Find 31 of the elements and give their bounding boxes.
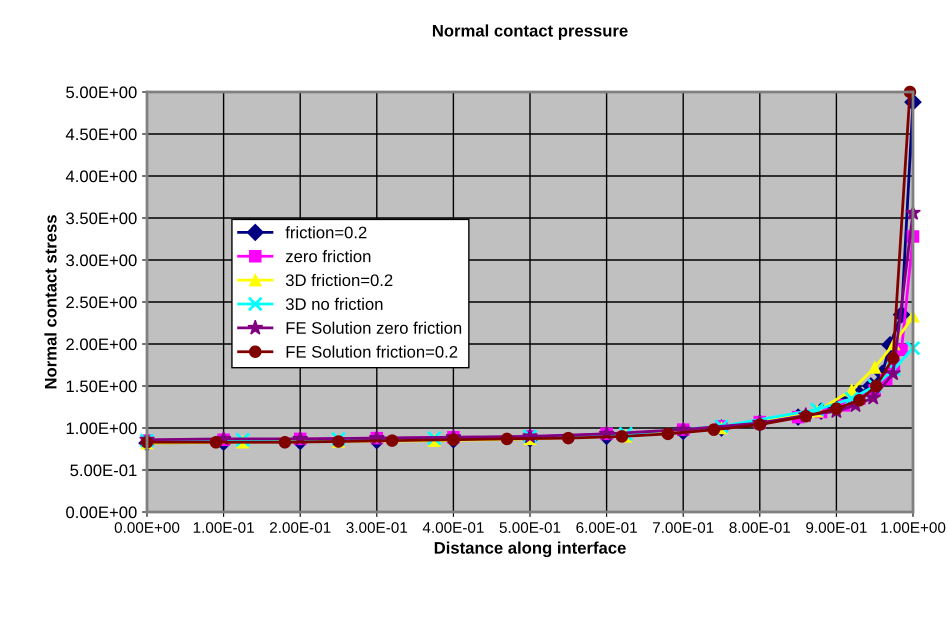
x-tick-label: 2.00E-01 bbox=[270, 522, 330, 533]
y-tick-label: 1.50E+00 bbox=[66, 380, 137, 392]
y-tick-label: 0.00E+00 bbox=[66, 506, 137, 518]
y-tick-label: 2.00E+00 bbox=[66, 338, 137, 350]
y-tick-label: 3.00E+00 bbox=[66, 254, 137, 266]
x-tick-label: 1.00E+00 bbox=[881, 522, 946, 533]
legend-label: 3D friction=0.2 bbox=[286, 274, 392, 286]
x-tick-label: 9.00E-01 bbox=[806, 522, 867, 533]
x-tick-label: 3.00E-01 bbox=[346, 522, 408, 533]
y-tick-label: 4.00E+00 bbox=[66, 170, 137, 182]
x-axis-title: Distance along interface bbox=[434, 542, 626, 558]
legend-label: FE Solution zero friction bbox=[286, 322, 462, 334]
y-tick-label: 5.00E-01 bbox=[70, 464, 136, 476]
x-tick-label: 7.00E-01 bbox=[652, 522, 714, 533]
chart-title: Normal contact pressure bbox=[432, 24, 628, 40]
y-tick-label: 1.00E+00 bbox=[66, 422, 137, 434]
x-tick-label: 6.00E-01 bbox=[576, 522, 637, 533]
legend-label: 3D no friction bbox=[286, 298, 382, 310]
y-tick-label: 3.50E+00 bbox=[66, 212, 137, 224]
x-tick-label: 4.00E-01 bbox=[422, 522, 484, 533]
y-tick-label: 2.50E+00 bbox=[66, 296, 137, 308]
legend-label: FE Solution friction=0.2 bbox=[286, 346, 458, 358]
x-tick-label: 8.00E-01 bbox=[729, 522, 790, 533]
y-tick-label: 5.00E+00 bbox=[66, 86, 137, 98]
y-axis-title: Normal contact stress bbox=[44, 215, 57, 388]
legend-label: friction=0.2 bbox=[286, 226, 366, 238]
x-tick-label: 1.00E-01 bbox=[194, 522, 254, 533]
y-tick-label: 4.50E+00 bbox=[66, 128, 137, 140]
x-tick-label: 5.00E-01 bbox=[500, 522, 560, 533]
x-tick-label: 0.00E+00 bbox=[114, 522, 180, 533]
legend-label: zero friction bbox=[286, 250, 370, 262]
